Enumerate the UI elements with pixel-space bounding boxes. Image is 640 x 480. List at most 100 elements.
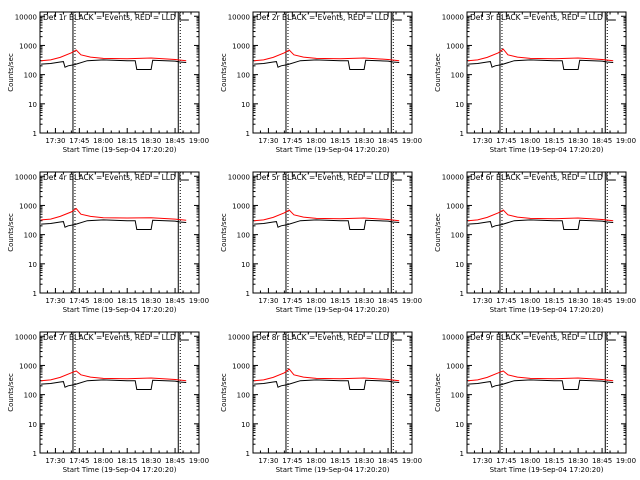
- x-tick-label: 18:00: [520, 297, 540, 305]
- y-tick-label: 1000: [446, 42, 464, 50]
- y-tick-label: 1: [33, 450, 37, 458]
- y-tick-label: 10: [455, 261, 464, 269]
- x-axis-label: Start Time (19-Sep-04 17:20:20): [63, 466, 177, 474]
- y-tick-label: 100: [237, 392, 250, 400]
- x-tick-label: 17:45: [496, 297, 516, 305]
- x-tick-label: 18:30: [354, 137, 374, 145]
- events-series-line: [254, 59, 400, 70]
- x-axis-label: Start Time (19-Sep-04 17:20:20): [490, 466, 604, 474]
- x-axis-label: Start Time (19-Sep-04 17:20:20): [63, 306, 177, 314]
- y-tick-label: 1: [246, 130, 250, 138]
- x-tick-label: 19:00: [189, 297, 209, 305]
- events-series-line: [468, 379, 614, 390]
- x-tick-label: 17:45: [69, 137, 89, 145]
- x-axis-label: Start Time (19-Sep-04 17:20:20): [490, 306, 604, 314]
- y-tick-label: 1000: [232, 202, 250, 210]
- chart-title: Det 9r BLACK = Events, RED = LLD: [470, 333, 603, 342]
- y-tick-label: 100: [451, 232, 464, 240]
- y-tick-label: 10: [241, 261, 250, 269]
- lld-series-line: [254, 49, 400, 62]
- events-series-line: [41, 379, 187, 390]
- y-tick-label: 1: [460, 130, 464, 138]
- y-axis-label: Counts/sec: [434, 373, 442, 412]
- lld-series-line: [468, 370, 614, 382]
- y-tick-label: 1000: [19, 362, 37, 370]
- y-tick-label: 1000: [232, 42, 250, 50]
- marker-step: [179, 333, 189, 341]
- x-tick-label: 17:45: [282, 457, 302, 465]
- y-tick-label: 1000: [446, 202, 464, 210]
- x-tick-label: 18:30: [354, 457, 374, 465]
- y-tick-label: 1000: [446, 362, 464, 370]
- x-tick-label: 18:45: [592, 297, 612, 305]
- chart-panel: 1 10 100 1000 10000 17:30 17:45 18:00 18:15 18:30…: [7, 171, 209, 314]
- marker-step: [606, 173, 616, 181]
- x-tick-label: 17:30: [472, 137, 492, 145]
- chart-title: Det 5r BLACK = Events, RED = LLD: [256, 173, 389, 182]
- y-tick-label: 10000: [442, 333, 464, 341]
- y-axis-label: Counts/sec: [220, 53, 228, 92]
- x-axis-label: Start Time (19-Sep-04 17:20:20): [276, 466, 390, 474]
- events-series-line: [468, 219, 614, 230]
- x-tick-label: 19:00: [189, 457, 209, 465]
- x-tick-label: 18:30: [568, 297, 588, 305]
- y-axis-label: Counts/sec: [220, 213, 228, 252]
- chart-panel: 1 10 100 1000 10000 17:30 17:45 18:00 18:15 18:30…: [220, 171, 422, 314]
- lld-series-line: [254, 209, 400, 222]
- x-tick-label: 18:00: [306, 297, 326, 305]
- plot-frame: [466, 331, 627, 454]
- x-tick-label: 18:15: [544, 137, 564, 145]
- x-tick-label: 18:45: [165, 457, 185, 465]
- x-axis-label: Start Time (19-Sep-04 17:20:20): [63, 146, 177, 154]
- y-axis-label: Counts/sec: [220, 373, 228, 412]
- x-tick-label: 18:15: [330, 457, 350, 465]
- x-tick-label: 19:00: [616, 297, 636, 305]
- y-tick-label: 10000: [15, 173, 37, 181]
- events-series-line: [41, 219, 187, 230]
- marker-step: [606, 333, 616, 341]
- chart-panel: 1 10 100 1000 10000 17:30 17:45 18:00 18:15 18:30…: [7, 331, 209, 474]
- x-axis-label: Start Time (19-Sep-04 17:20:20): [276, 146, 390, 154]
- y-tick-label: 1000: [232, 362, 250, 370]
- events-series-line: [254, 379, 400, 390]
- x-tick-label: 17:30: [45, 137, 65, 145]
- x-tick-label: 18:15: [117, 137, 137, 145]
- y-tick-label: 100: [237, 72, 250, 80]
- x-tick-label: 19:00: [402, 457, 422, 465]
- events-series-line: [41, 59, 187, 70]
- plot-frame: [252, 331, 413, 454]
- y-axis-label: Counts/sec: [7, 373, 15, 412]
- y-tick-label: 1: [33, 130, 37, 138]
- chart-panel: 1 10 100 1000 10000 17:30 17:45 18:00 18:15 18:30…: [434, 331, 636, 474]
- y-tick-label: 10000: [442, 13, 464, 21]
- x-tick-label: 18:15: [330, 137, 350, 145]
- plot-frame: [252, 171, 413, 294]
- x-tick-label: 18:30: [141, 137, 161, 145]
- y-tick-label: 10: [28, 421, 37, 429]
- plot-frame: [252, 11, 413, 134]
- events-series-line: [468, 59, 614, 70]
- y-tick-label: 1: [246, 290, 250, 298]
- x-tick-label: 17:30: [45, 457, 65, 465]
- x-tick-label: 17:45: [282, 137, 302, 145]
- y-tick-label: 1: [460, 290, 464, 298]
- x-tick-label: 18:45: [378, 137, 398, 145]
- y-axis-label: Counts/sec: [434, 213, 442, 252]
- x-tick-label: 19:00: [616, 457, 636, 465]
- x-tick-label: 17:45: [69, 297, 89, 305]
- x-tick-label: 17:30: [472, 457, 492, 465]
- x-tick-label: 18:00: [520, 137, 540, 145]
- y-tick-label: 10: [28, 261, 37, 269]
- y-axis-label: Counts/sec: [7, 53, 15, 92]
- x-tick-label: 19:00: [402, 297, 422, 305]
- y-tick-label: 1: [246, 450, 250, 458]
- marker-step: [179, 13, 189, 21]
- x-axis-label: Start Time (19-Sep-04 17:20:20): [276, 306, 390, 314]
- plot-frame: [39, 331, 200, 454]
- y-tick-label: 100: [237, 232, 250, 240]
- plot-frame: [466, 11, 627, 134]
- x-tick-label: 18:00: [306, 457, 326, 465]
- x-tick-label: 17:30: [258, 457, 278, 465]
- y-tick-label: 10: [241, 421, 250, 429]
- y-tick-label: 10000: [228, 333, 250, 341]
